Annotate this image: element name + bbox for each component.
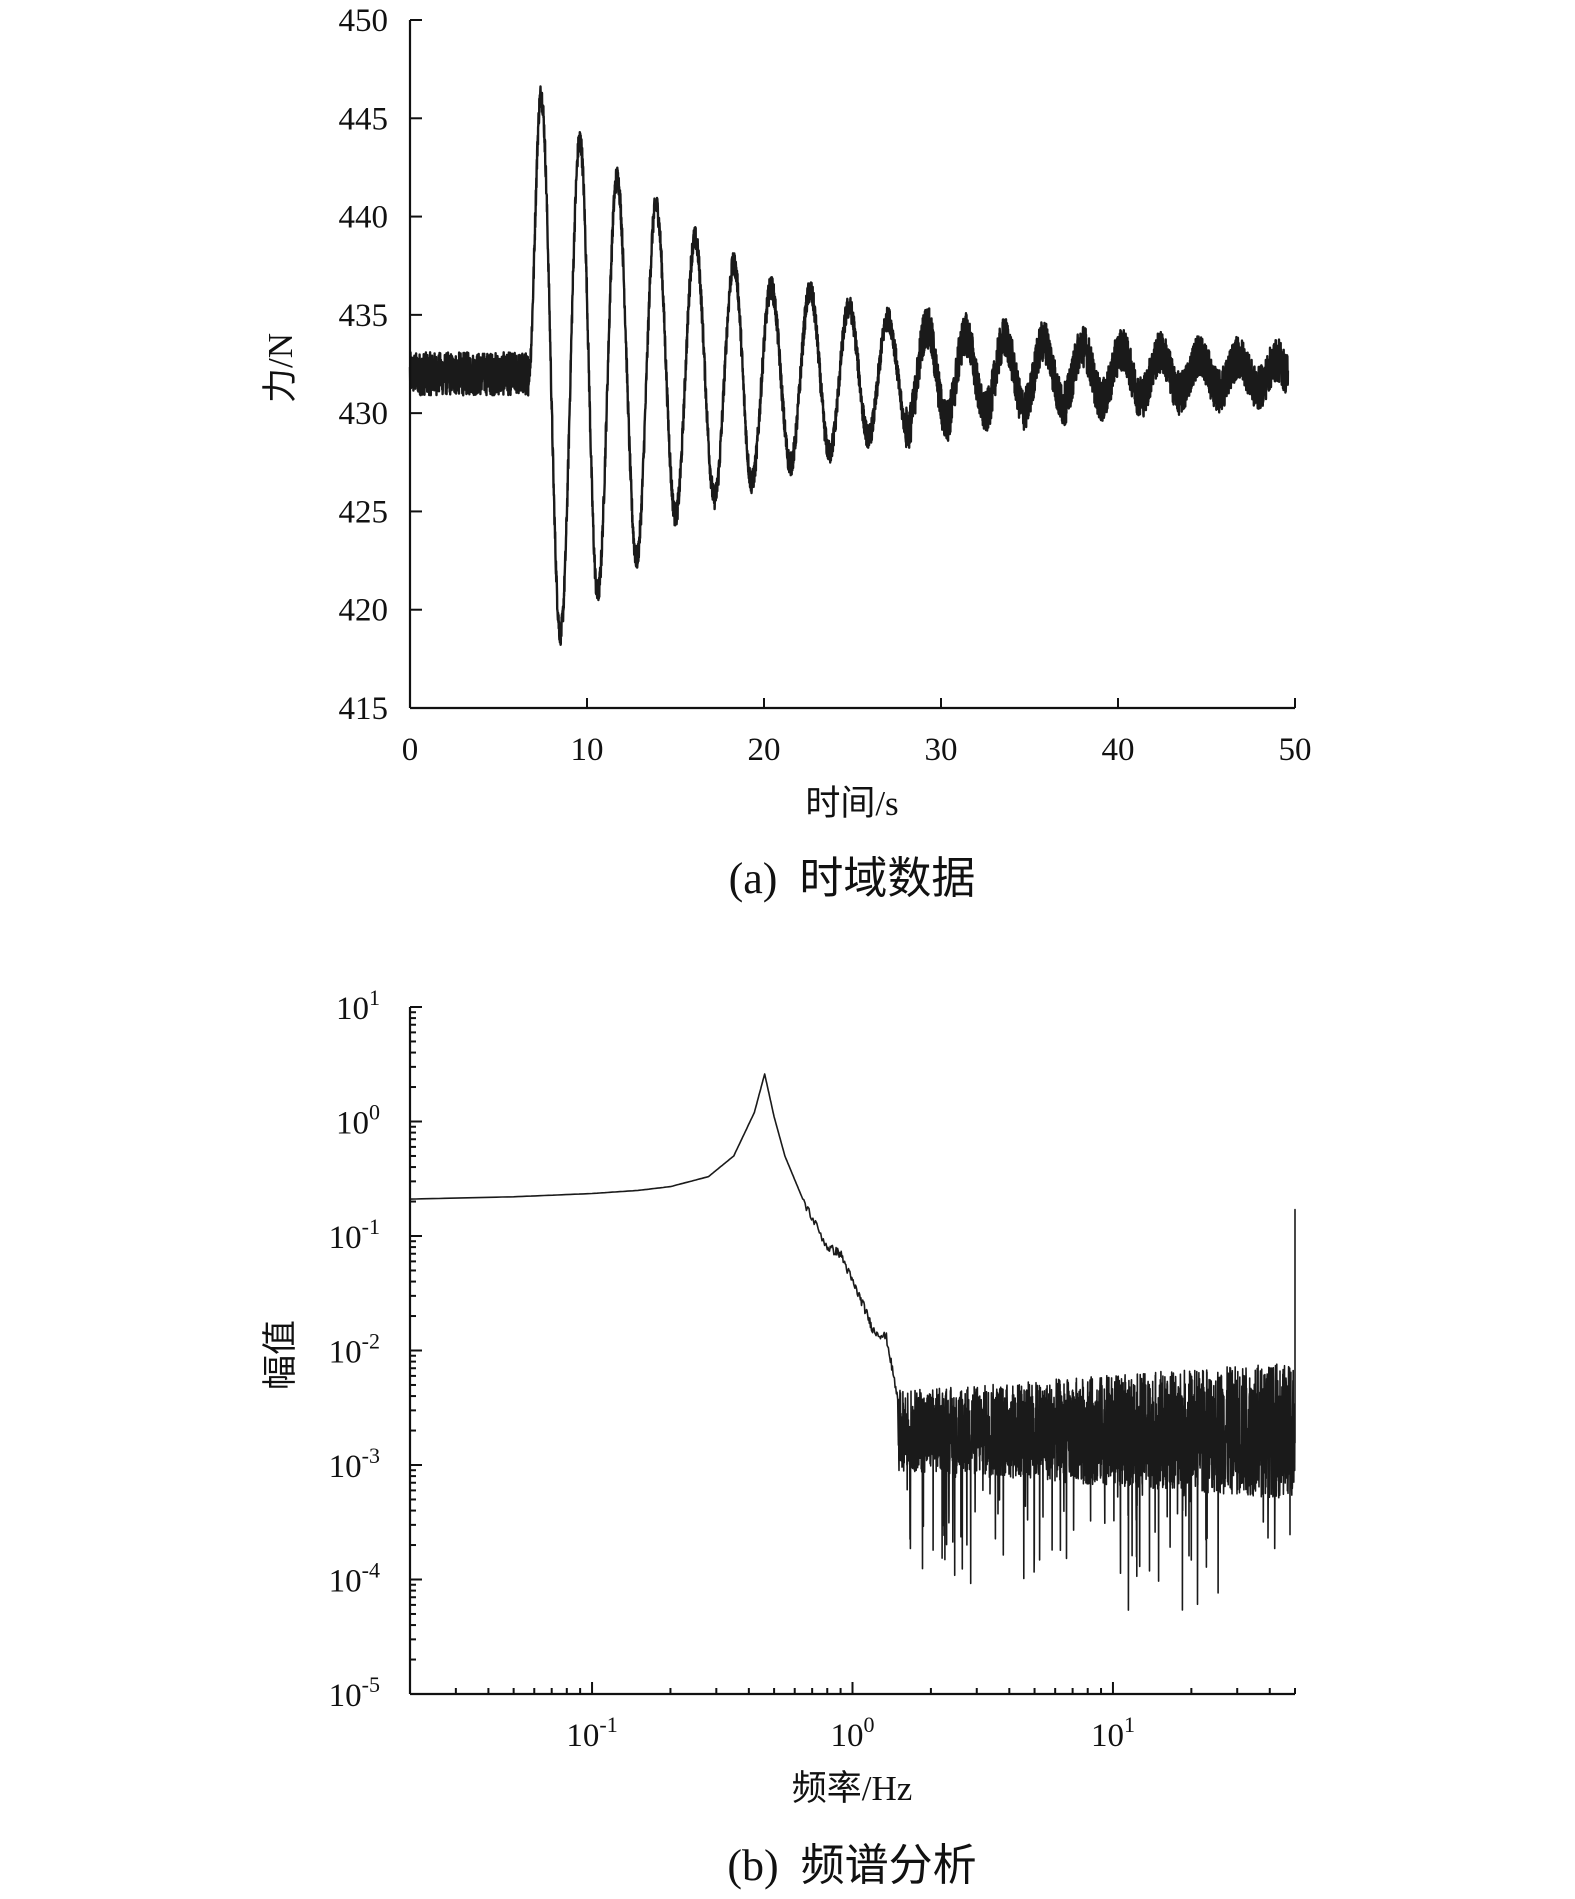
x-tick-label-a: 0 [402, 732, 419, 768]
y-tick-label-a: 435 [339, 298, 389, 334]
y-tick-label-a: 445 [339, 101, 389, 137]
y-tick-label-b: 10-5 [329, 1672, 380, 1714]
y-tick-label-a: 440 [339, 200, 389, 236]
caption-b: (b) 频谱分析 [727, 1841, 976, 1890]
y-tick-label-b: 100 [336, 1100, 380, 1142]
y-tick-label-b: 10-3 [329, 1443, 380, 1485]
y-tick-label-a: 425 [339, 494, 389, 530]
y-tick-label-b: 10-1 [329, 1214, 380, 1256]
x-tick-label-a: 50 [1279, 732, 1312, 768]
y-tick-label-b: 10-2 [329, 1329, 380, 1371]
y-axis-title-b: 幅值 [261, 1320, 300, 1390]
caption-a: (a) 时域数据 [729, 854, 976, 903]
y-tick-label-a: 450 [339, 3, 389, 39]
x-tick-label-b: 101 [1091, 1712, 1135, 1754]
x-tick-label-a: 10 [571, 732, 604, 768]
y-tick-label-b: 101 [336, 985, 380, 1027]
force-series-line [408, 85, 1290, 646]
x-tick-label-a: 30 [925, 732, 958, 768]
amplitude-spectrum-line [409, 1073, 1296, 1611]
x-tick-label-b: 100 [831, 1712, 875, 1754]
x-tick-label-b: 10-1 [566, 1712, 617, 1754]
x-axis-title-b: 频率/Hz [792, 1769, 913, 1808]
x-tick-label-a: 40 [1102, 732, 1135, 768]
y-tick-label-a: 415 [339, 691, 389, 727]
y-tick-label-b: 10-4 [329, 1558, 380, 1600]
y-tick-label-a: 420 [339, 593, 389, 629]
y-axis-title-a: 力/N [261, 333, 300, 403]
x-tick-label-a: 20 [748, 732, 781, 768]
y-tick-label-a: 430 [339, 396, 389, 432]
x-axis-title-a: 时间/s [805, 784, 898, 823]
